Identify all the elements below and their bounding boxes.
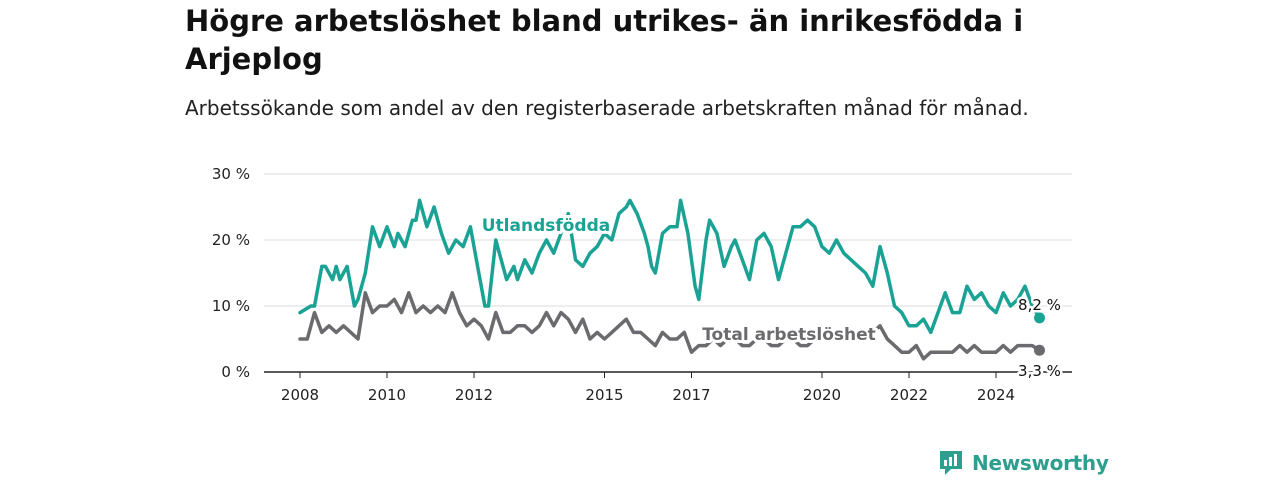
chart-subtitle: Arbetssökande som andel av den registerb… — [185, 96, 1029, 120]
x-tick-label: 2008 — [281, 386, 319, 404]
x-tick-label: 2017 — [672, 386, 710, 404]
end-value-label: 3,3 % — [1018, 362, 1061, 380]
series-label: Total arbetslöshet — [702, 325, 876, 345]
end-value-label: 8,2 % — [1018, 296, 1061, 314]
series-line — [298, 198, 1042, 335]
end-value-halo: 8,2 % — [1018, 296, 1061, 314]
y-axis-ticks: 0 % 10 % 20 % 30 % — [212, 165, 250, 381]
newsworthy-logo-icon — [940, 451, 962, 475]
series-label-halo: Total arbetslöshet — [702, 325, 876, 345]
series-lines — [298, 198, 1045, 361]
y-tick-label: 0 % — [221, 363, 250, 381]
gridlines — [264, 173, 1072, 307]
x-tick-label: 2022 — [890, 386, 928, 404]
series-label-halo: Utlandsfödda — [482, 216, 611, 236]
series-label: Utlandsfödda — [482, 216, 611, 236]
end-value-halo: 3,3 % — [1018, 362, 1061, 380]
x-tick-label: 2010 — [368, 386, 406, 404]
series-line — [298, 291, 1042, 361]
x-tick-label: 2012 — [455, 386, 493, 404]
y-tick-label: 10 % — [212, 297, 250, 315]
chart-title: Högre arbetslöshet bland utrikes- än inr… — [185, 4, 1024, 76]
x-tick-label: 2015 — [585, 386, 623, 404]
y-tick-label: 30 % — [212, 165, 250, 183]
series-end-point — [1034, 344, 1045, 356]
x-tick-label: 2020 — [803, 386, 841, 404]
series-end-point — [1034, 312, 1045, 324]
y-tick-label: 20 % — [212, 231, 250, 249]
x-tick-label: 2024 — [977, 386, 1015, 404]
brand-logo[interactable]: Newsworthy — [938, 449, 1109, 477]
brand-name: Newsworthy — [972, 451, 1109, 475]
line-chart: 0 % 10 % 20 % 30 % 2008 2010 2012 2015 2017 2020… — [212, 165, 1072, 404]
x-axis: 2008 2010 2012 2015 2017 2020 2022 2024 — [264, 371, 1072, 404]
